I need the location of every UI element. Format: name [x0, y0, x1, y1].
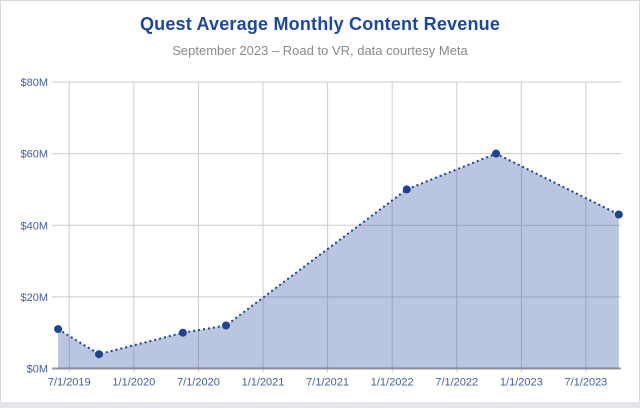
data-point-dot [54, 325, 63, 334]
x-axis-label: 1/1/2020 [112, 377, 155, 389]
revenue-area-chart: 7/1/2019 1/1/2020 7/1/2020 1/1/2021 7/1/2021… [20, 77, 623, 389]
data-point-dot [95, 350, 103, 359]
revenue-area [58, 153, 619, 369]
x-axis-label: 7/1/2023 [564, 377, 607, 389]
y-axis-label: $40M [20, 220, 48, 232]
data-point-dot [402, 185, 411, 194]
data-point-dot [492, 149, 501, 158]
x-axis-label: 7/1/2022 [435, 377, 478, 389]
x-axis-label: 7/1/2020 [177, 377, 220, 389]
x-axis-label: 1/1/2021 [242, 377, 285, 389]
x-axis-label: 7/1/2019 [48, 377, 91, 389]
data-point-dot [222, 321, 230, 330]
data-point-dot [614, 210, 623, 219]
y-axis-label: $60M [20, 149, 48, 161]
x-axis-label: 1/1/2022 [371, 377, 414, 389]
x-axis-label: 7/1/2021 [306, 377, 349, 389]
y-axis-label: $20M [20, 292, 48, 304]
data-point-dot [178, 328, 187, 337]
chart-subtitle: September 2023 – Road to VR, data courte… [172, 43, 468, 58]
y-axis-label: $0M [27, 364, 48, 376]
x-axis-label: 1/1/2023 [500, 377, 543, 389]
chart-title: Quest Average Monthly Content Revenue [139, 14, 501, 34]
y-axis-label: $80M [20, 77, 48, 89]
